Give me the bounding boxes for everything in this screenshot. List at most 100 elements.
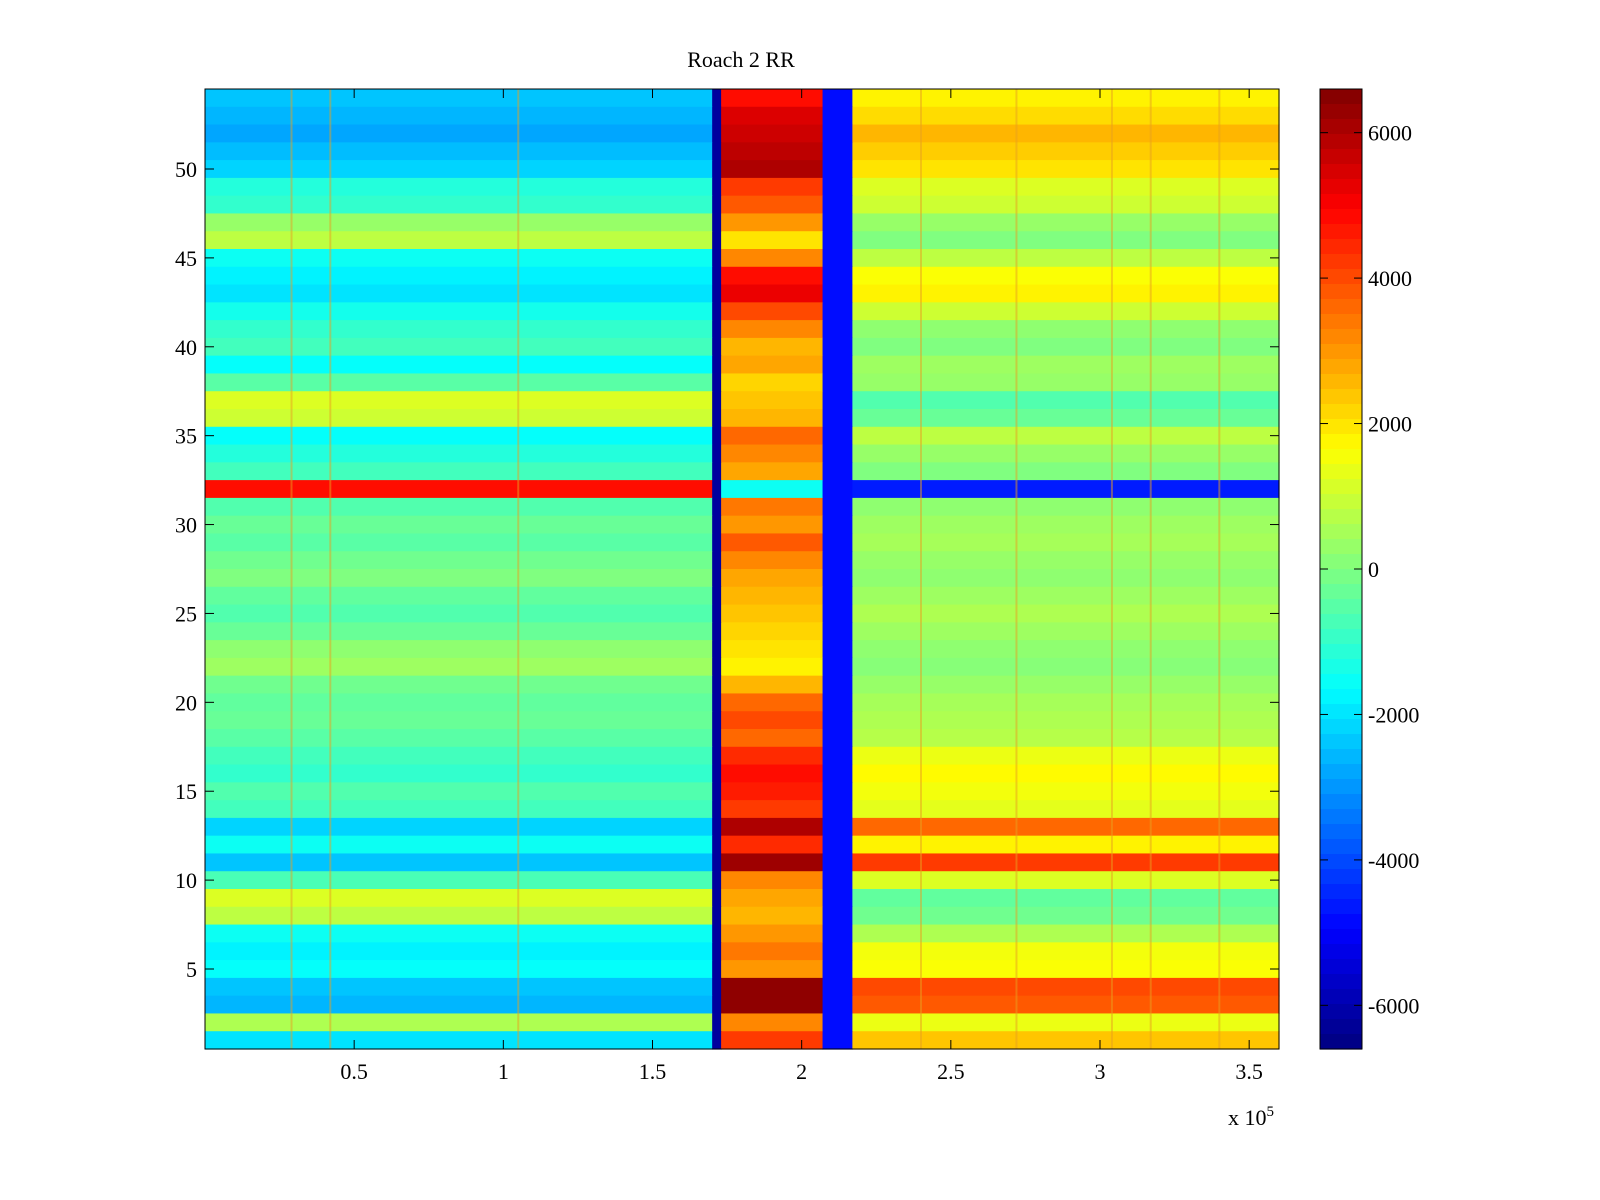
heatmap-cell-row-54-dip [712, 89, 722, 108]
heatmap-cell-row-53-right [852, 106, 1280, 126]
heatmap-cell-row-1-mid-high [721, 1031, 824, 1050]
heatmap-cell-row-53-left [205, 106, 713, 126]
y-tick-label: 45 [175, 246, 197, 271]
heatmap-cell-row-48-mid-high [721, 195, 824, 215]
heatmap-cell-row-19-dip [712, 711, 722, 730]
colorbar-swatch [1320, 509, 1362, 525]
heatmap-cell-row-38-dip [712, 373, 722, 392]
heatmap-cell-row-17-mid-high [721, 746, 824, 766]
heatmap-cell-row-14-dip [712, 800, 722, 819]
x-tick-label: 1 [498, 1059, 509, 1084]
heatmap-cell-row-50-left [205, 160, 713, 179]
heatmap-cell-row-47-dip [712, 213, 722, 232]
colorbar-swatch [1320, 974, 1362, 990]
heatmap-cell-row-13-dip [712, 817, 722, 837]
x-tick-label: 3.5 [1235, 1059, 1263, 1084]
heatmap-cell-row-27-low [822, 569, 853, 588]
heatmap-cell-row-4-dip [712, 977, 722, 997]
heatmap-cell-row-43-mid-high [721, 284, 824, 303]
heatmap-cell-row-20-low [822, 693, 853, 712]
heatmap-cell-row-28-left [205, 551, 713, 570]
heatmap-cell-row-41-left [205, 320, 713, 339]
heatmap-cell-row-11-left [205, 853, 713, 872]
heatmap-cell-row-39-mid-high [721, 355, 824, 375]
heatmap-cell-row-34-right [852, 444, 1280, 463]
colorbar-swatch [1320, 524, 1362, 540]
heatmap-cell-row-2-right [852, 1013, 1280, 1032]
heatmap-cell-row-6-dip [712, 942, 722, 961]
heatmap-cell-row-40-left [205, 337, 713, 357]
heatmap-cell-row-4-left [205, 977, 713, 997]
colorbar-swatch [1320, 104, 1362, 120]
heatmap-cell-row-2-dip [712, 1013, 722, 1032]
vertical-streak-2 [517, 89, 520, 1049]
heatmap-cell-row-26-left [205, 586, 713, 606]
heatmap-cell-row-35-dip [712, 426, 722, 446]
heatmap-cell-row-25-right [852, 604, 1280, 623]
heatmap-cell-row-32-left [205, 480, 713, 499]
colorbar-swatch [1320, 734, 1362, 750]
heatmap-cell-row-40-right [852, 337, 1280, 357]
heatmap-cell-row-54-left [205, 89, 713, 108]
colorbar-swatch [1320, 134, 1362, 150]
vertical-streak-7 [1218, 89, 1221, 1049]
colorbar-swatch [1320, 359, 1362, 375]
x-tick-label: 2.5 [937, 1059, 965, 1084]
heatmap-cell-row-49-left [205, 177, 713, 197]
heatmap-cell-row-23-mid-high [721, 640, 824, 659]
heatmap-cell-row-28-low [822, 551, 853, 570]
colorbar-swatch [1320, 839, 1362, 855]
heatmap-cell-row-25-low [822, 604, 853, 623]
colorbar-tick-label: -2000 [1368, 702, 1419, 727]
heatmap-cell-row-47-left [205, 213, 713, 232]
heatmap-cell-row-2-mid-high [721, 1013, 824, 1032]
colorbar-swatch [1320, 914, 1362, 930]
heatmap-cell-row-46-mid-high [721, 231, 824, 250]
heatmap-cell-row-8-dip [712, 906, 722, 926]
heatmap-cell-row-29-low [822, 533, 853, 552]
heatmap-cell-row-15-left [205, 782, 713, 801]
heatmap-cell-row-3-left [205, 995, 713, 1015]
heatmap-cell-row-52-low [822, 124, 853, 143]
heatmap-cell-row-27-right [852, 569, 1280, 588]
heatmap-cell-row-35-right [852, 426, 1280, 446]
colorbar-swatch [1320, 584, 1362, 600]
heatmap-cell-row-36-left [205, 409, 713, 428]
heatmap-cell-row-31-left [205, 497, 713, 517]
colorbar-swatch [1320, 314, 1362, 330]
x-exponent-label: x 105 [1228, 1104, 1274, 1130]
heatmap-cell-row-10-left [205, 871, 713, 890]
colorbar-tick-label: -4000 [1368, 848, 1419, 873]
heatmap-cell-row-1-left [205, 1031, 713, 1050]
heatmap-cell-row-52-mid-high [721, 124, 824, 143]
heatmap-cell-row-16-mid-high [721, 764, 824, 783]
heatmap-cell-row-54-right [852, 89, 1280, 108]
heatmap-cell-row-39-low [822, 355, 853, 375]
heatmap-cell-row-5-dip [712, 960, 722, 979]
heatmap [205, 89, 1280, 1050]
heatmap-cell-row-37-mid-high [721, 391, 824, 410]
heatmap-cell-row-42-mid-high [721, 302, 824, 321]
heatmap-cell-row-38-low [822, 373, 853, 392]
heatmap-cell-row-52-right [852, 124, 1280, 143]
heatmap-cell-row-43-dip [712, 284, 722, 303]
heatmap-cell-row-7-mid-high [721, 924, 824, 943]
heatmap-cell-row-3-mid-high [721, 995, 824, 1015]
heatmap-cell-row-52-dip [712, 124, 722, 143]
heatmap-cell-row-47-mid-high [721, 213, 824, 232]
heatmap-cell-row-50-low [822, 160, 853, 179]
heatmap-cell-row-12-mid-high [721, 835, 824, 855]
colorbar-swatch [1320, 629, 1362, 645]
heatmap-cell-row-23-dip [712, 640, 722, 659]
heatmap-cell-row-9-low [822, 889, 853, 908]
heatmap-cell-row-21-right [852, 675, 1280, 695]
colorbar-swatch [1320, 434, 1362, 450]
heatmap-cell-row-27-mid-high [721, 569, 824, 588]
heatmap-cell-row-45-dip [712, 249, 722, 268]
vertical-streak-5 [1110, 89, 1113, 1049]
colorbar-swatch [1320, 854, 1362, 870]
colorbar-swatch [1320, 419, 1362, 435]
heatmap-cell-row-33-mid-high [721, 462, 824, 481]
heatmap-cell-row-17-left [205, 746, 713, 766]
